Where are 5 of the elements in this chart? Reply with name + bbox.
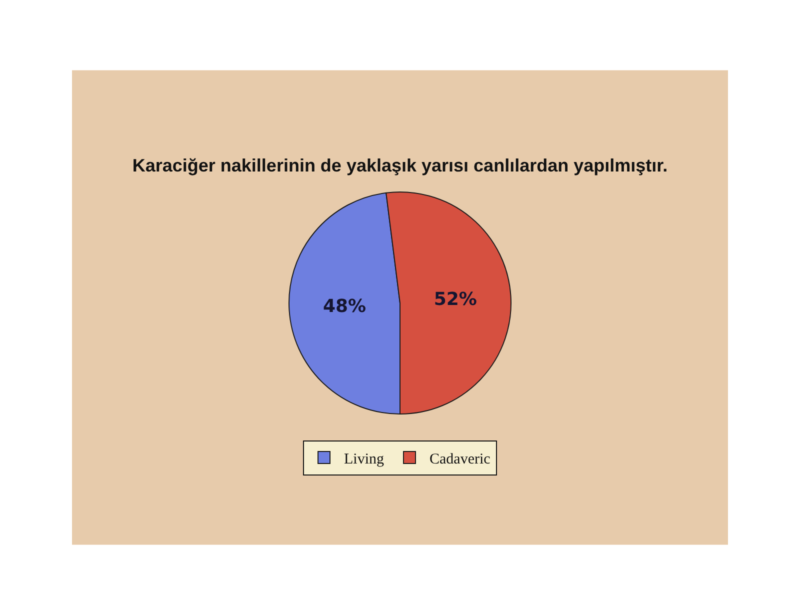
data-label: 52%	[434, 289, 477, 310]
legend-label: Living	[344, 451, 384, 468]
legend-label: Cadaveric	[430, 451, 491, 468]
chart-title: Karaciğer nakillerinin de yaklaşık yarısı canlılardan yapılmıştır.	[132, 155, 668, 176]
data-label: 48%	[323, 296, 366, 317]
